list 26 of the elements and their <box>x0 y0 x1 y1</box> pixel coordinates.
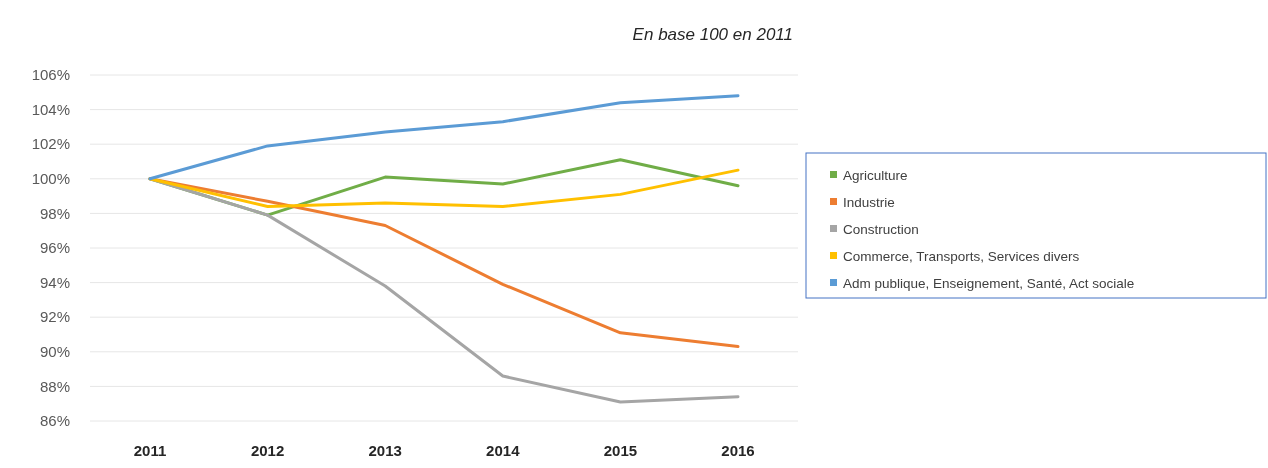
x-tick-label: 2013 <box>368 442 402 459</box>
y-tick-label: 90% <box>39 343 70 361</box>
y-tick-label: 106% <box>31 66 70 84</box>
legend-label: Adm publique, Enseignement, Santé, Act sociale <box>843 275 1135 291</box>
legend-label: Industrie <box>843 194 895 210</box>
x-tick-label: 2012 <box>250 442 285 459</box>
x-tick-label: 2016 <box>721 442 755 459</box>
y-tick-label: 98% <box>39 204 70 222</box>
x-tick-label: 2014 <box>486 442 521 459</box>
y-tick-label: 94% <box>39 273 70 291</box>
y-tick-label: 86% <box>39 412 70 430</box>
legend-label: Agriculture <box>843 167 908 183</box>
x-tick-label: 2011 <box>133 442 167 459</box>
chart-title: En base 100 en 2011 <box>632 25 793 44</box>
y-tick-label: 100% <box>31 170 70 188</box>
legend-label: Construction <box>843 221 919 237</box>
y-tick-label: 96% <box>39 239 70 257</box>
legend-label: Commerce, Transports, Services divers <box>843 248 1080 264</box>
line-series <box>148 177 740 404</box>
y-tick-label: 102% <box>31 135 70 153</box>
x-tick-label: 2015 <box>603 442 638 459</box>
y-tick-label: 88% <box>39 377 70 395</box>
y-tick-label: 92% <box>39 308 70 326</box>
line-series <box>148 168 740 208</box>
y-tick-label: 104% <box>31 100 70 118</box>
line-series <box>148 94 740 181</box>
